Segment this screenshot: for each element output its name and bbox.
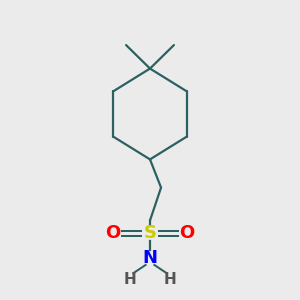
Text: O: O <box>106 224 121 242</box>
Text: H: H <box>123 272 136 287</box>
Text: N: N <box>142 249 158 267</box>
Text: O: O <box>179 224 194 242</box>
Text: H: H <box>164 272 177 287</box>
Text: S: S <box>143 224 157 242</box>
